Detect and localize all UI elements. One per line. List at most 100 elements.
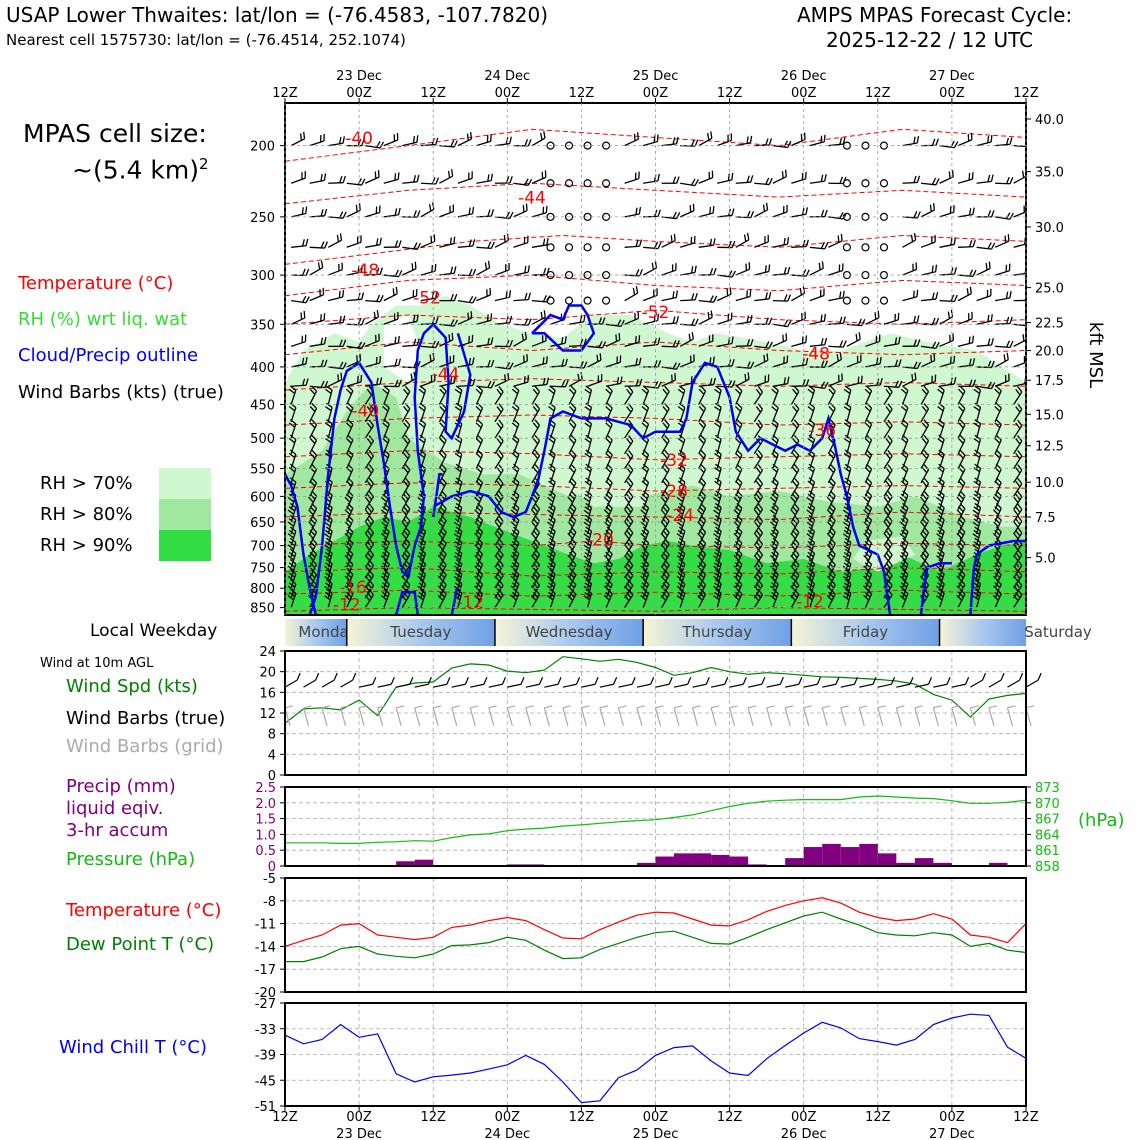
temperature-contour-label: -28 [660,482,688,502]
wind-barb-feather [660,521,667,528]
wind-barb-feather [920,496,926,503]
wind-barb [328,175,347,184]
wind-barb-shaft [716,423,722,439]
wind-barb-shaft [340,679,353,688]
legend-wind-speed: Wind Spd (kts) [66,676,198,697]
wind-barb-feather [807,518,814,524]
wind-barb [972,490,982,510]
legend-wind-true: Wind Barbs (true) [66,708,226,729]
wind-barb-feather [505,211,511,219]
wind-barb-shaft [377,683,392,688]
wind-barb [828,137,846,147]
wind-barb-feather [524,331,528,339]
wind-barb-feather [487,174,490,182]
wind-barb-feather [863,521,870,528]
wind-barb-shaft [975,389,982,405]
wind-barb-feather [677,467,685,473]
wind-barb-feather [987,174,991,182]
wind-barb-shaft [976,320,992,325]
wind-barb-feather [383,514,390,521]
wind-barb-feather [828,506,835,513]
wind-barb-shaft [957,408,966,423]
wind-barb [660,588,670,608]
wind-barb-feather [902,502,909,509]
wind-barb-feather [990,382,996,389]
wind-barb-feather [288,541,296,547]
wind-barb-feather [1029,140,1032,146]
y-tick-label: 24 [259,645,276,660]
wind-barb-feather [624,544,630,551]
wind-barb [550,379,569,388]
wind-barb-feather [513,526,520,533]
wind-barb-shaft [939,383,955,387]
wind-barb-feather [826,532,833,539]
top-date-label: 24 Dec [484,69,530,84]
wind-barb-feather [394,358,398,366]
wind-barb-feather [347,449,354,456]
wind-barb-feather [477,548,483,555]
wind-barb-feather [697,544,703,551]
wind-barb [624,311,640,325]
wind-barb-feather [887,569,893,577]
wind-barb-shaft [753,391,764,405]
wind-barb-feather [755,572,762,579]
wind-barb-feather [733,565,740,572]
wind-barb-shaft [902,142,918,147]
wind-barb-shaft [957,213,973,218]
wind-barb-feather [898,380,903,388]
wind-barb [1013,569,1023,589]
wind-barb-shaft [402,320,418,325]
wind-barb-shaft [1013,425,1023,439]
wind-barb-feather [301,239,305,247]
pressure-tick-label: 350 [250,318,275,333]
wind-barb-feather [808,558,815,565]
wind-barb-feather [303,705,312,709]
wind-barb-shaft [828,379,843,387]
wind-barb-shaft [402,141,418,147]
calm-circle [601,179,611,188]
legend-precip-1: Precip (mm) [66,776,176,797]
wind-barb-feather [398,207,401,215]
wind-barb-feather [368,515,374,522]
wind-barb-feather [858,332,861,340]
wind-barb-feather [309,388,316,395]
wind-barb-feather [691,293,695,301]
wind-barb-feather [894,337,898,345]
wind-barb [328,211,347,219]
wind-barb-shaft [642,495,650,510]
wind-barb-feather [440,559,447,566]
legend-cloud-outline: Cloud/Precip outline [18,345,199,366]
wind-barb-shaft [302,707,310,726]
wind-barb-feather [726,288,729,296]
wind-barb-shaft [864,593,873,608]
cloud-outline [394,590,420,615]
wind-barb-shaft [531,424,541,439]
wind-barb-shaft [512,495,520,510]
wind-barb-feather [585,579,592,585]
wind-barb-feather [440,502,447,510]
wind-barb-shaft [790,440,800,455]
wind-barb-shaft [661,269,677,276]
wind-barb-feather [496,572,502,579]
wind-barb [957,132,973,147]
wind-barb [920,403,930,423]
wind-barb-shaft [735,239,750,248]
wind-barb-feather [887,403,893,410]
wind-barb-feather [598,317,602,325]
wind-barb-feather [510,555,517,561]
wind-barb-feather [640,565,647,572]
wind-barb-feather [477,588,483,595]
wind-barb-feather [879,378,883,386]
wind-barb-feather [968,358,972,366]
wind-barb [605,376,623,387]
wind-barb-shaft [290,138,305,147]
wind-barb-feather [805,357,809,365]
wind-barb [994,449,1002,469]
wind-barb-feather [675,362,681,370]
wind-barb-feather [498,464,504,471]
wind-barb-feather [324,533,331,539]
wind-barb-shaft [605,439,613,455]
wind-barb-shaft [920,469,930,484]
wind-barb [972,588,982,608]
wind-barb-feather [664,385,670,392]
